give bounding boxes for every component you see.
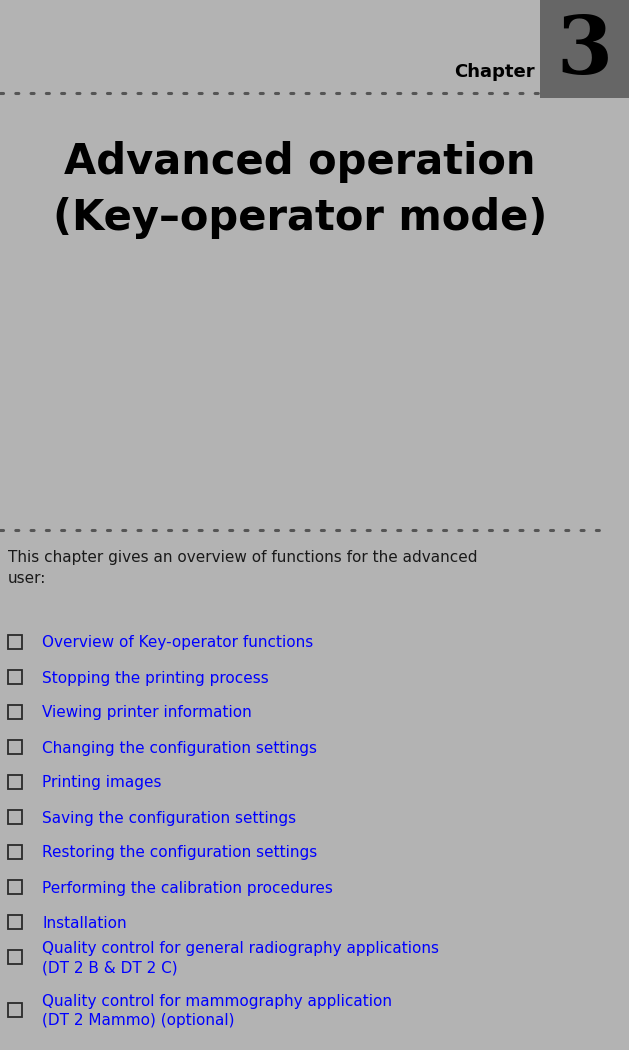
Text: Installation: Installation xyxy=(42,916,126,930)
Text: Chapter: Chapter xyxy=(454,63,535,81)
Bar xyxy=(8,845,22,859)
Bar xyxy=(8,880,22,895)
Text: Quality control for mammography application
(DT 2 Mammo) (optional): Quality control for mammography applicat… xyxy=(42,993,392,1028)
Bar xyxy=(8,811,22,824)
Text: Changing the configuration settings: Changing the configuration settings xyxy=(42,740,317,756)
Bar xyxy=(8,775,22,790)
Bar xyxy=(8,950,22,964)
Bar xyxy=(8,916,22,929)
Bar xyxy=(8,740,22,754)
Text: Stopping the printing process: Stopping the printing process xyxy=(42,671,269,686)
Text: This chapter gives an overview of functions for the advanced
user:: This chapter gives an overview of functi… xyxy=(8,550,477,586)
Bar xyxy=(8,1004,22,1017)
Text: Printing images: Printing images xyxy=(42,776,162,791)
Text: (Key–operator mode): (Key–operator mode) xyxy=(53,197,547,239)
Text: Overview of Key-operator functions: Overview of Key-operator functions xyxy=(42,635,313,651)
Bar xyxy=(8,706,22,719)
Text: Restoring the configuration settings: Restoring the configuration settings xyxy=(42,845,317,861)
Text: Performing the calibration procedures: Performing the calibration procedures xyxy=(42,881,333,896)
Text: Saving the configuration settings: Saving the configuration settings xyxy=(42,811,296,825)
Bar xyxy=(8,635,22,649)
Bar xyxy=(540,0,629,98)
Bar xyxy=(8,670,22,685)
Text: Viewing printer information: Viewing printer information xyxy=(42,706,252,720)
Text: Advanced operation: Advanced operation xyxy=(64,141,536,183)
Text: Quality control for general radiography applications
(DT 2 B & DT 2 C): Quality control for general radiography … xyxy=(42,941,439,975)
Text: 3: 3 xyxy=(557,13,613,91)
